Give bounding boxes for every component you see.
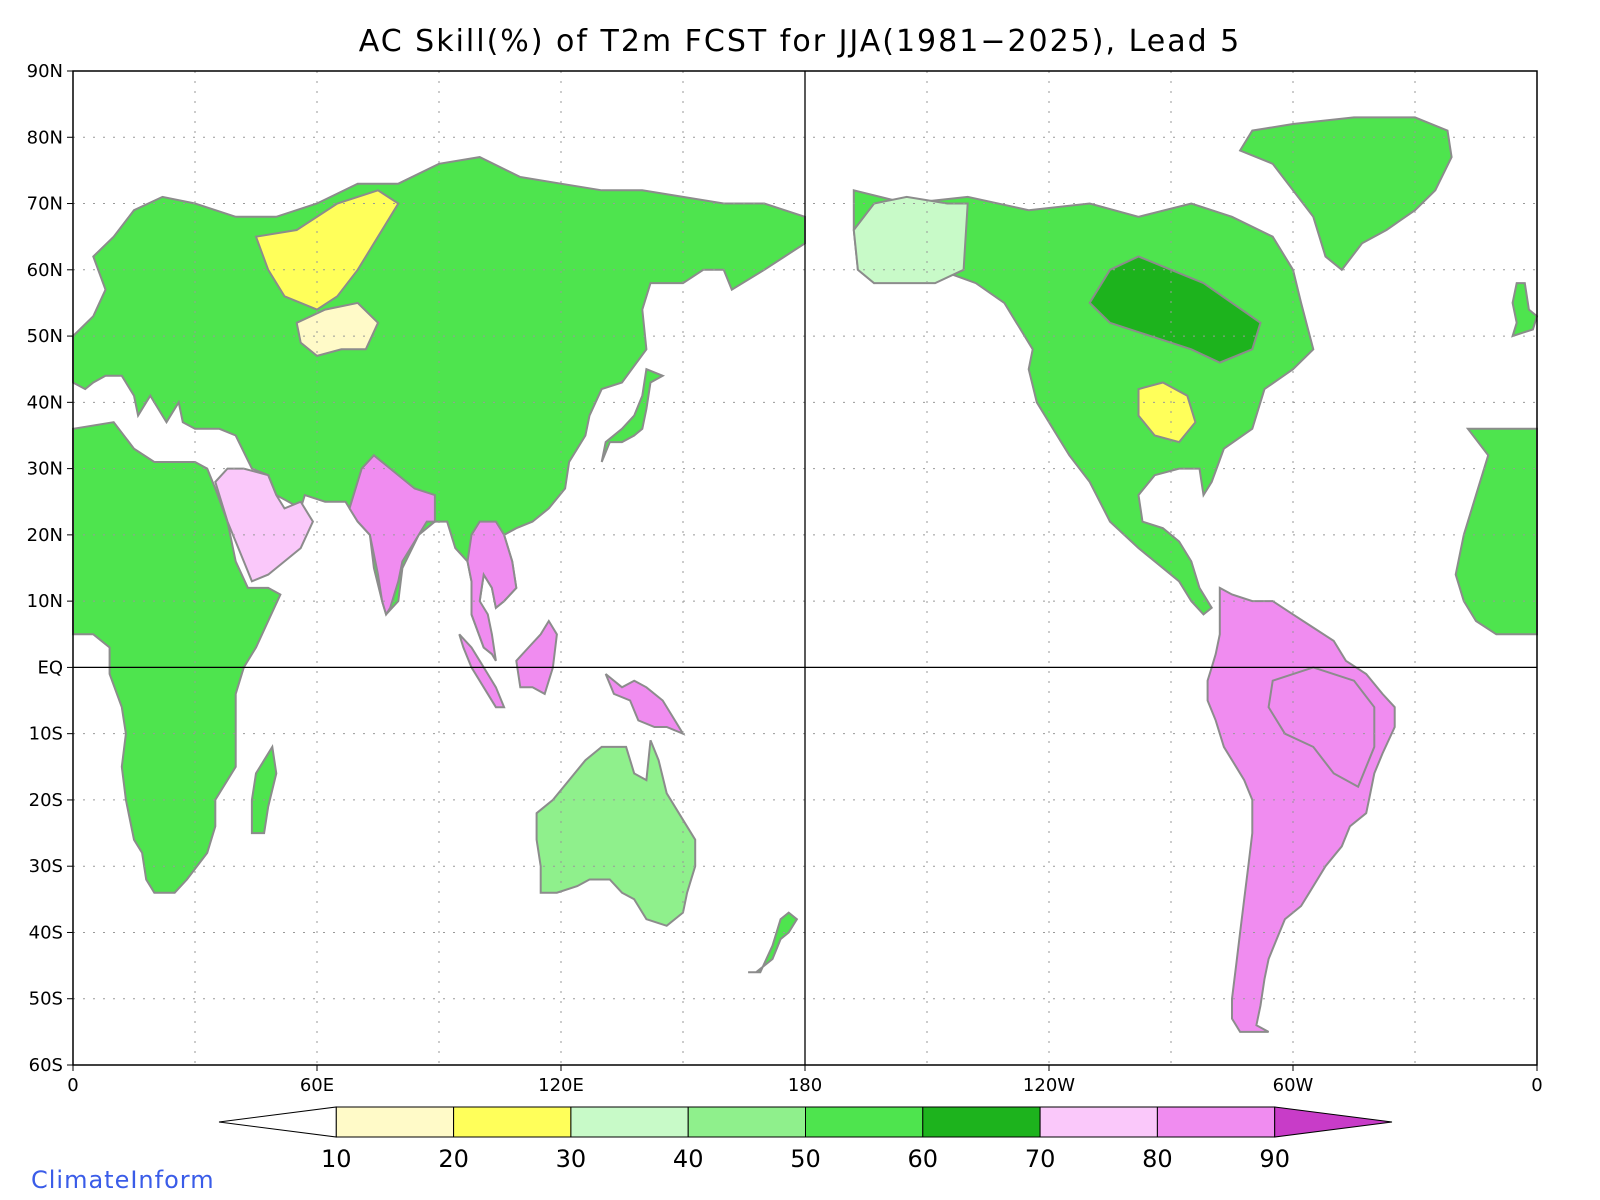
colorbar-label: 80 (1142, 1145, 1173, 1173)
region-greenland (1238, 116, 1453, 272)
colorbar-swatch (218, 1106, 337, 1138)
region-us-midwest (1137, 381, 1197, 444)
lat-label: 60S (29, 1055, 63, 1076)
region-canada-dark (1088, 255, 1262, 364)
lat-label: 30N (27, 459, 63, 480)
lat-label: 10S (29, 724, 63, 745)
region-south-america (1206, 586, 1396, 1033)
region-madagascar (250, 744, 278, 835)
region-new-zealand (748, 911, 799, 974)
lat-label: 50N (27, 326, 63, 347)
lon-label: 60E (300, 1075, 334, 1096)
lat-label: 20S (29, 790, 63, 811)
colorbar-label: 10 (321, 1145, 352, 1173)
lat-label: 70N (27, 194, 63, 215)
region-japan (600, 367, 666, 463)
colorbar: 10 20 30 40 50 60 70 80 90 (218, 1106, 1393, 1173)
lon-label: 180 (788, 1075, 822, 1096)
colorbar-swatch (922, 1106, 1041, 1138)
colorbar-label: 60 (908, 1145, 939, 1173)
colorbar-label: 20 (438, 1145, 469, 1173)
colorbar-label: 40 (673, 1145, 704, 1173)
colorbar-swatch (805, 1106, 924, 1138)
region-africa (72, 421, 282, 894)
region-amazon (1267, 666, 1376, 789)
region-west-africa (1454, 427, 1538, 636)
lat-label: 40N (27, 392, 63, 413)
longitude-labels: 0 60E 120E 180 120W 60W 0 (67, 1065, 1543, 1096)
colorbar-label: 50 (790, 1145, 821, 1173)
grid-lines (73, 71, 1537, 1065)
map-title: AC Skill(%) of T2m FCST for JJA(1981−202… (358, 24, 1242, 59)
colorbar-swatch (687, 1106, 807, 1138)
colorbar-swatch (1274, 1106, 1393, 1138)
credit-text: ClimateInform (31, 1166, 215, 1194)
colorbar-swatch (335, 1106, 455, 1138)
region-alaska (852, 195, 969, 285)
colorbar-swatch (1156, 1106, 1276, 1138)
colorbar-swatch (1039, 1106, 1158, 1138)
region-australia (535, 739, 697, 927)
lat-label: 10N (27, 591, 63, 612)
colorbar-swatch (453, 1106, 572, 1138)
lon-label: 120W (1023, 1075, 1075, 1096)
lat-label: 90N (27, 61, 63, 82)
lat-label: 20N (27, 525, 63, 546)
colorbar-label: 30 (556, 1145, 587, 1173)
lon-label: 120E (538, 1075, 584, 1096)
lon-label: 0 (67, 1075, 78, 1096)
region-india (348, 453, 436, 617)
lat-label: 30S (29, 856, 63, 877)
lat-label: 40S (29, 922, 63, 943)
lat-label: 50S (29, 989, 63, 1010)
region-indochina (466, 520, 518, 662)
colorbar-label: 70 (1025, 1145, 1056, 1173)
lon-label: 60W (1273, 1075, 1314, 1096)
region-sumatra (458, 633, 506, 709)
lat-label: EQ (37, 657, 63, 678)
colorbar-swatch (570, 1106, 689, 1138)
region-siberia-yellow (254, 189, 400, 311)
lat-label: 80N (27, 127, 63, 148)
lon-label: 0 (1531, 1075, 1542, 1096)
colorbar-label: 90 (1259, 1145, 1290, 1173)
region-arabia (214, 467, 315, 583)
region-ireland-uk (1511, 282, 1539, 338)
latitude-labels: 90N 80N 70N 60N 50N 40N 30N 20N 10N EQ 10S 20S 30S 40… (27, 61, 73, 1076)
lat-label: 60N (27, 260, 63, 281)
region-new-guinea (604, 673, 686, 736)
region-borneo (515, 619, 558, 696)
